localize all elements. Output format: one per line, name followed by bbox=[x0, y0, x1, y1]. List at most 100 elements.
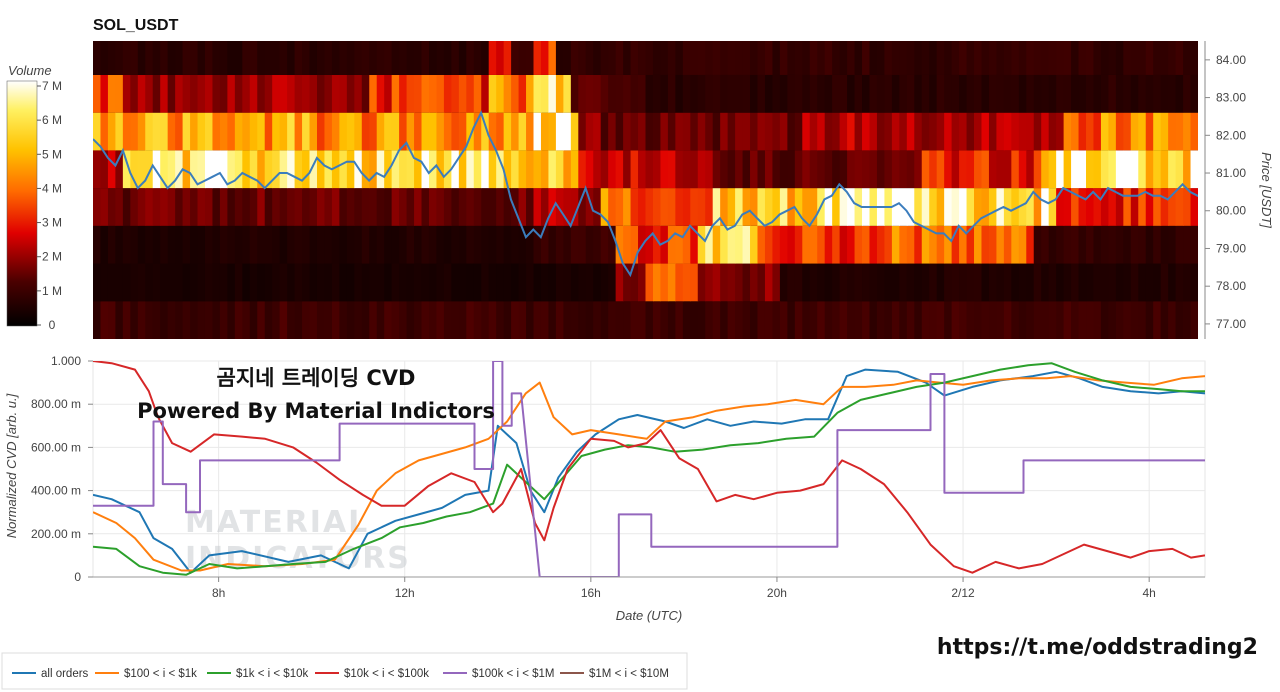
heatmap-cell bbox=[1145, 150, 1154, 189]
heatmap-cell bbox=[204, 225, 214, 264]
heatmap-cell bbox=[891, 225, 900, 264]
heatmap-cell bbox=[690, 188, 699, 226]
heatmap-cell bbox=[914, 225, 923, 264]
heatmap-cell bbox=[175, 263, 184, 302]
heatmap-cell bbox=[697, 41, 706, 75]
heatmap-cell bbox=[1078, 74, 1087, 113]
heatmap-cell bbox=[1183, 41, 1192, 75]
heatmap-cell bbox=[1063, 41, 1072, 75]
heatmap-cell bbox=[764, 74, 774, 113]
heatmap-cell bbox=[757, 74, 766, 113]
heatmap-cell bbox=[876, 301, 886, 339]
heatmap-cell bbox=[809, 74, 818, 113]
heatmap-cell bbox=[1033, 301, 1042, 339]
heatmap-cell bbox=[1041, 41, 1050, 75]
heatmap-cell bbox=[981, 112, 990, 151]
heatmap-cell bbox=[175, 74, 184, 113]
heatmap-cell bbox=[272, 74, 281, 113]
heatmap-cell bbox=[735, 188, 744, 226]
heatmap-cell bbox=[421, 225, 430, 264]
heatmap-cell bbox=[1183, 225, 1192, 264]
heatmap-cell bbox=[876, 112, 886, 151]
heatmap-cell bbox=[376, 301, 385, 339]
heatmap-cell bbox=[608, 188, 617, 226]
heatmap-cell bbox=[234, 225, 243, 264]
cvd-y-tick-label: 800.00 m bbox=[31, 397, 81, 411]
heatmap-cell bbox=[287, 225, 296, 264]
heatmap-cell bbox=[93, 301, 102, 339]
watermark-line1: MATERIAL bbox=[185, 505, 369, 540]
heatmap-cell bbox=[1048, 74, 1057, 113]
heatmap-cell bbox=[190, 150, 199, 189]
heatmap-cell bbox=[929, 301, 938, 339]
heatmap-cell bbox=[1018, 112, 1027, 151]
heatmap-cell bbox=[167, 225, 176, 264]
heatmap-cell bbox=[182, 301, 191, 339]
legend-item[interactable]: $100 < i < $1k bbox=[95, 668, 197, 680]
heatmap-cell bbox=[705, 301, 714, 339]
heatmap-cell bbox=[563, 74, 572, 113]
heatmap-cell bbox=[847, 112, 856, 151]
heatmap-cell bbox=[1130, 112, 1139, 151]
heatmap-cell bbox=[630, 41, 639, 75]
heatmap-cell bbox=[936, 263, 945, 302]
heatmap-cell bbox=[331, 150, 340, 189]
heatmap-cell bbox=[331, 225, 340, 264]
heatmap-cell bbox=[369, 188, 378, 226]
heatmap-cell bbox=[914, 74, 923, 113]
heatmap-cell bbox=[152, 301, 161, 339]
heatmap-cell bbox=[712, 41, 721, 75]
heatmap-cell bbox=[578, 188, 587, 226]
heatmap-cell bbox=[316, 225, 326, 264]
heatmap-cell bbox=[414, 225, 423, 264]
heatmap-cell bbox=[750, 41, 759, 75]
heatmap-cell bbox=[1026, 74, 1035, 113]
heatmap-cell bbox=[802, 41, 811, 75]
heatmap-cell bbox=[690, 301, 699, 339]
heatmap-cell bbox=[966, 74, 975, 113]
heatmap-cell bbox=[578, 150, 587, 189]
legend-item[interactable]: $1M < i < $10M bbox=[560, 668, 669, 680]
legend-item[interactable]: $100k < i < $1M bbox=[443, 668, 554, 680]
telegram-link[interactable]: https://t.me/oddstrading2 bbox=[937, 635, 1258, 660]
heatmap-cell bbox=[959, 74, 968, 113]
heatmap-cell bbox=[794, 301, 803, 339]
heatmap-cell bbox=[578, 263, 587, 302]
heatmap-cell bbox=[697, 225, 706, 264]
heatmap-cell bbox=[839, 301, 848, 339]
heatmap-cell bbox=[832, 41, 841, 75]
heatmap-cell bbox=[488, 225, 497, 264]
heatmap-cell bbox=[608, 225, 617, 264]
heatmap-cell bbox=[645, 112, 654, 151]
price-tick-label: 82.00 bbox=[1216, 128, 1246, 142]
heatmap-cell bbox=[1130, 188, 1139, 226]
heatmap-cell bbox=[234, 188, 243, 226]
heatmap-cell bbox=[182, 74, 191, 113]
heatmap-cell bbox=[1093, 301, 1102, 339]
legend-item[interactable]: $10k < i < $100k bbox=[315, 668, 429, 680]
heatmap-cell bbox=[540, 301, 550, 339]
legend-item[interactable]: $1k < i < $10k bbox=[207, 668, 308, 680]
colorbar: Volume 0 1 M 2 M 3 M 4 M 5 M 6 M 7 M bbox=[6, 63, 62, 332]
heatmap-cell bbox=[690, 150, 699, 189]
heatmap-cell bbox=[1123, 225, 1132, 264]
heatmap-cell bbox=[839, 188, 848, 226]
heatmap-cell bbox=[667, 263, 676, 302]
heatmap-cell bbox=[608, 263, 617, 302]
overlay-powered-by: Powered By Material Indictors bbox=[137, 399, 495, 423]
heatmap-cell bbox=[563, 41, 572, 75]
heatmap-cell bbox=[1093, 112, 1102, 151]
heatmap-cell bbox=[339, 150, 348, 189]
heatmap-cell bbox=[533, 41, 542, 75]
heatmap-cell bbox=[914, 263, 923, 302]
heatmap-cell bbox=[974, 301, 983, 339]
heatmap-cell bbox=[974, 150, 983, 189]
heatmap-cell bbox=[1071, 188, 1080, 226]
cvd-x-tick-label: 12h bbox=[395, 586, 415, 600]
legend-item[interactable]: all orders bbox=[12, 668, 89, 680]
heatmap-cell bbox=[540, 188, 550, 226]
heatmap-cell bbox=[339, 263, 348, 302]
heatmap-cell bbox=[1100, 225, 1110, 264]
heatmap-cell bbox=[660, 263, 669, 302]
heatmap-cell bbox=[869, 263, 878, 302]
